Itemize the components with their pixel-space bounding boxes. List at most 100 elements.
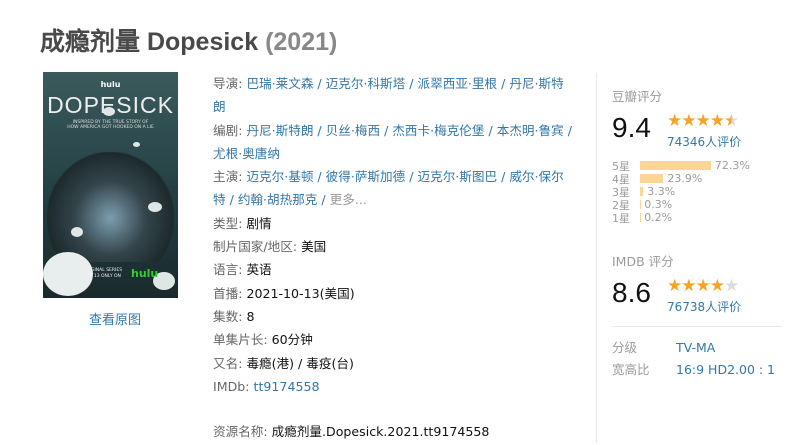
star-icon: ★ bbox=[709, 276, 725, 296]
country-value: 美国 bbox=[301, 239, 327, 255]
cast-row: 主演: 迈克尔·基顿 / 彼得·萨斯加德 / 迈克尔·斯图巴 / 威尔·保尔特 … bbox=[213, 169, 564, 208]
imdb-score-row: 8.6 ★ ★ ★ ★ ★ 76738人评价 bbox=[612, 276, 796, 316]
writer-link[interactable]: 贝丝·梅西 bbox=[325, 122, 381, 138]
star-level-label: 3星 bbox=[612, 185, 630, 199]
language-value: 英语 bbox=[246, 262, 272, 278]
resource-label: 资源名称 bbox=[213, 424, 264, 440]
rating-sidebar: 豆瓣评分 9.4 ★ ★ ★ ★ ★ 74346人评价 5星 72.3% 4星 23.9% 3星… bbox=[596, 73, 796, 443]
writer-label: 编剧 bbox=[213, 122, 239, 138]
cast-link[interactable]: 约翰·胡热那克 bbox=[237, 192, 318, 208]
rating-class-row: 分级 TV-MA bbox=[612, 337, 796, 359]
rating-bar-row: 4星 23.9% bbox=[612, 172, 796, 186]
star-icon: ★ bbox=[695, 111, 711, 131]
writers-row: 编剧: 丹尼·斯特朗 / 贝丝·梅西 / 杰西卡·梅克伦堡 / 本杰明·鲁宾 /… bbox=[213, 122, 572, 161]
rating-bar bbox=[640, 161, 711, 170]
meta-value: 16:9 HD2.00 : 1 bbox=[676, 362, 776, 377]
director-link[interactable]: 巴瑞·莱文森 bbox=[246, 76, 314, 91]
rating-bar-row: 2星 0.3% bbox=[612, 198, 796, 212]
star-level-label: 5星 bbox=[612, 159, 630, 173]
premiere-row: 首播: 2021-10-13(美国) bbox=[213, 285, 355, 301]
director-link[interactable]: 丹尼·斯特朗 bbox=[213, 76, 564, 115]
rating-breakdown: 5星 72.3% 4星 23.9% 3星 3.3% 2星 0.3% 1星 0.2% bbox=[612, 159, 796, 225]
star-level-label: 2星 bbox=[612, 198, 630, 212]
genre-value: 剧情 bbox=[246, 215, 272, 231]
premiere-label: 首播 bbox=[213, 285, 239, 301]
aka-value: 毒瘾(港) / 毒疫(台) bbox=[246, 355, 354, 371]
cast-link[interactable]: 彼得·萨斯加德 bbox=[325, 169, 406, 185]
writer-link[interactable]: 尤根·奥唐纳 bbox=[213, 145, 280, 161]
meta-key: 分级 bbox=[612, 340, 638, 355]
writer-link[interactable]: 丹尼·斯特朗 bbox=[246, 122, 314, 138]
rating-percent: 0.2% bbox=[644, 211, 673, 224]
writer-link[interactable]: 杰西卡·梅克伦堡 bbox=[392, 122, 485, 138]
star-level-label: 4星 bbox=[612, 172, 630, 186]
country-row: 制片国家/地区: 美国 bbox=[213, 239, 327, 255]
douban-stars: ★ ★ ★ ★ ★ bbox=[667, 113, 741, 130]
director-link[interactable]: 派翠西亚·里根 bbox=[417, 76, 498, 91]
resource-row: 资源名称: 成瘾剂量.Dopesick.2021.tt9174558 bbox=[213, 424, 490, 440]
language-row: 语言: 英语 bbox=[213, 262, 272, 278]
rating-bar bbox=[640, 174, 664, 183]
douban-score: 9.4 bbox=[612, 112, 651, 143]
view-original-link[interactable]: 查看原图 bbox=[89, 313, 142, 328]
douban-rating-label: 豆瓣评分 bbox=[612, 89, 663, 104]
aka-row: 又名: 毒瘾(港) / 毒疫(台) bbox=[213, 355, 354, 371]
imdb-score: 8.6 bbox=[612, 277, 651, 308]
rating-bar-row: 3星 3.3% bbox=[612, 185, 796, 199]
episodes-label: 集数 bbox=[213, 308, 239, 324]
cast-label: 主演 bbox=[213, 169, 239, 185]
star-icon: ★ bbox=[667, 276, 682, 296]
aka-label: 又名 bbox=[213, 355, 239, 371]
rating-bar-row: 5星 72.3% bbox=[612, 159, 796, 173]
star-icon: ★ bbox=[709, 111, 725, 131]
writer-link[interactable]: 本杰明·鲁宾 bbox=[496, 122, 564, 138]
douban-votes-link[interactable]: 74346人评价 bbox=[667, 135, 742, 149]
cast-link[interactable]: 迈克尔·斯图巴 bbox=[417, 169, 498, 185]
premiere-value: 2021-10-13(美国) bbox=[246, 285, 355, 301]
episodes-value: 8 bbox=[246, 308, 255, 324]
rating-bar bbox=[640, 187, 644, 196]
resource-value: 成瘾剂量.Dopesick.2021.tt9174558 bbox=[271, 424, 490, 440]
imdb-label: IMDb bbox=[213, 378, 246, 394]
poster-image[interactable]: hulu DOPESICK INSPIRED BY THE TRUE STORY… bbox=[43, 72, 178, 298]
douban-score-row: 9.4 ★ ★ ★ ★ ★ 74346人评价 bbox=[612, 111, 796, 151]
directors-row: 导演: 巴瑞·莱文森 / 迈克尔·科斯塔 / 派翠西亚·里根 / 丹尼·斯特朗 bbox=[213, 76, 564, 115]
genre-row: 类型: 剧情 bbox=[213, 215, 272, 231]
runtime-row: 单集片长: 60分钟 bbox=[213, 332, 313, 348]
star-icon: ★ bbox=[695, 276, 711, 296]
star-icon: ★ bbox=[681, 111, 696, 131]
episodes-row: 集数: 8 bbox=[213, 308, 255, 324]
more-cast-link[interactable]: 更多... bbox=[329, 192, 367, 208]
star-icon: ★ bbox=[724, 111, 739, 131]
title-name: 成瘾剂量 Dopesick bbox=[40, 28, 259, 56]
star-level-label: 1星 bbox=[612, 211, 630, 225]
aspect-ratio-row: 宽高比 16:9 HD2.00 : 1 bbox=[612, 359, 796, 381]
star-icon: ★ bbox=[724, 276, 739, 296]
cast-link[interactable]: 迈克尔·基顿 bbox=[246, 169, 314, 185]
rating-percent: 3.3% bbox=[647, 185, 676, 198]
language-label: 语言 bbox=[213, 262, 239, 278]
title-year: (2021) bbox=[265, 28, 338, 56]
genre-label: 类型 bbox=[213, 215, 239, 231]
imdb-rating-label: IMDB 评分 bbox=[612, 254, 674, 269]
director-link[interactable]: 迈克尔·科斯塔 bbox=[325, 76, 406, 91]
imdb-votes-link[interactable]: 76738人评价 bbox=[667, 300, 742, 314]
rating-bar-row: 1星 0.2% bbox=[612, 211, 796, 225]
director-label: 导演 bbox=[213, 76, 239, 91]
imdb-link[interactable]: tt9174558 bbox=[253, 378, 320, 394]
star-icon: ★ bbox=[681, 276, 696, 296]
rating-percent: 23.9% bbox=[667, 172, 703, 185]
imdb-row: IMDb: tt9174558 bbox=[213, 378, 320, 394]
info-panel: 导演: 巴瑞·莱文森 / 迈克尔·科斯塔 / 派翠西亚·里根 / 丹尼·斯特朗 … bbox=[213, 72, 575, 443]
runtime-value: 60分钟 bbox=[271, 332, 313, 348]
star-icon: ★ bbox=[667, 111, 682, 131]
meta-value: TV-MA bbox=[676, 340, 716, 355]
meta-key: 宽高比 bbox=[612, 362, 650, 377]
rating-percent: 72.3% bbox=[714, 159, 750, 172]
runtime-label: 单集片长 bbox=[213, 332, 264, 348]
country-label: 制片国家/地区 bbox=[213, 239, 293, 255]
rating-percent: 0.3% bbox=[644, 198, 673, 211]
page-title: 成瘾剂量 Dopesick (2021) bbox=[40, 22, 337, 58]
imdb-stars: ★ ★ ★ ★ ★ bbox=[667, 278, 741, 295]
cast-link[interactable]: 威尔·保尔特 bbox=[213, 169, 564, 208]
